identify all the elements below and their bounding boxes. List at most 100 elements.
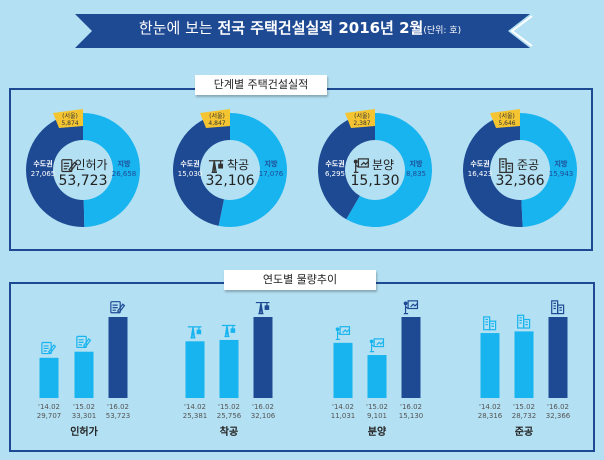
seoul-tag — [490, 109, 520, 128]
group-label: 분양 — [368, 426, 387, 438]
bar-category-label: '14.02 — [38, 403, 60, 411]
capital-value: 27,065 — [31, 170, 56, 178]
bar-value-label: 53,723 — [106, 412, 131, 420]
region-label: 지방 — [118, 159, 131, 168]
seoul-label: (서울) — [62, 112, 78, 120]
bar-category-label: '16.02 — [400, 403, 422, 411]
seoul-tag — [345, 109, 375, 128]
crane-icon — [221, 324, 236, 338]
presentation-board-icon — [353, 158, 369, 174]
bar — [514, 331, 534, 398]
seoul-label: (서울) — [499, 112, 515, 120]
page-title: 한눈에 보는 전국 주택건설실적 2016년 2월(단위: 호) — [138, 19, 462, 37]
donut-segment-capital — [173, 113, 230, 226]
seoul-tag — [200, 109, 230, 128]
donut-segment-region — [346, 113, 432, 227]
seoul-tag — [53, 109, 83, 128]
capital-label: 수도권 — [180, 159, 199, 168]
bar-value-label: 9,101 — [367, 412, 387, 420]
donut-segment-capital — [462, 113, 523, 227]
bar-category-label: '16.02 — [547, 403, 569, 411]
donut-segment-capital — [25, 112, 85, 228]
bar — [401, 317, 421, 398]
bar-value-label: 25,756 — [217, 412, 242, 420]
bar-value-label: 32,106 — [251, 412, 276, 420]
bar — [185, 341, 205, 398]
bar — [74, 351, 94, 398]
bar-category-label: '16.02 — [252, 403, 274, 411]
region-value: 15,943 — [549, 170, 574, 178]
building-icon — [551, 300, 565, 315]
capital-value: 15,030 — [178, 170, 203, 178]
seoul-label: (서울) — [354, 112, 370, 120]
bar-value-label: 33,301 — [72, 412, 97, 420]
bar-value-label: 15,130 — [399, 412, 424, 420]
seoul-value: 5,874 — [61, 120, 78, 127]
capital-value: 6,295 — [325, 170, 345, 178]
bar-category-label: '16.02 — [107, 403, 129, 411]
donut-stage-name: 준공 — [517, 158, 539, 172]
donut-total: 32,106 — [206, 173, 255, 189]
group-label: 준공 — [515, 426, 533, 438]
bar-category-label: '14.02 — [184, 403, 206, 411]
document-pen-icon — [110, 301, 126, 314]
bar-value-label: 25,381 — [183, 412, 208, 420]
document-pen-icon — [41, 341, 57, 355]
trend-section-label: 연도별 물량추이 — [224, 270, 376, 290]
title-banner — [75, 14, 533, 48]
stage-section-label: 단계별 주택건설실적 — [195, 75, 327, 95]
building-icon — [517, 314, 531, 329]
region-value: 17,076 — [259, 170, 284, 178]
capital-label: 수도권 — [325, 159, 344, 168]
bar-category-label: '14.02 — [479, 403, 501, 411]
bar-value-label: 28,732 — [512, 412, 537, 420]
bar-value-label: 32,366 — [546, 412, 571, 420]
capital-value: 16,423 — [468, 170, 493, 178]
bar — [108, 317, 128, 398]
group-label: 착공 — [220, 425, 238, 438]
bar-category-label: '15.02 — [73, 403, 95, 411]
capital-label: 수도권 — [470, 159, 489, 168]
bar — [480, 333, 500, 398]
bar-category-label: '14.02 — [332, 403, 354, 411]
document-pen-icon — [76, 335, 92, 349]
region-value: 26,658 — [112, 170, 137, 178]
document-pen-icon — [61, 159, 78, 173]
crane-icon — [255, 301, 270, 315]
seoul-value: 2,387 — [353, 120, 370, 127]
presentation-board-icon — [403, 300, 419, 315]
donut-segment-region — [520, 113, 577, 227]
bar-value-label: 29,707 — [37, 412, 62, 420]
donut-segment-region — [218, 112, 288, 227]
bar-value-label: 28,316 — [478, 412, 503, 420]
seoul-value: 5,646 — [498, 120, 515, 127]
donut-segment-region — [83, 113, 140, 227]
building-icon — [483, 316, 497, 331]
donut-stage-name: 인허가 — [74, 158, 107, 172]
crane-icon — [208, 160, 224, 174]
seoul-value: 4,847 — [208, 120, 225, 127]
crane-icon — [187, 326, 202, 339]
bar-value-label: 11,031 — [331, 412, 356, 420]
donut-stage-name: 분양 — [372, 158, 394, 172]
bar-category-label: '15.02 — [366, 403, 388, 411]
region-label: 지방 — [265, 159, 278, 168]
donut-total: 32,366 — [496, 173, 545, 189]
building-icon — [499, 158, 514, 174]
capital-label: 수도권 — [33, 159, 52, 168]
bar-category-label: '15.02 — [218, 403, 240, 411]
donut-total: 15,130 — [351, 173, 400, 189]
bar — [219, 339, 239, 398]
seoul-label: (서울) — [209, 112, 225, 120]
presentation-board-icon — [369, 338, 385, 353]
region-label: 지방 — [410, 159, 423, 168]
donut-total: 53,723 — [59, 173, 108, 189]
donut-stage-name: 착공 — [227, 158, 249, 172]
bar — [39, 357, 59, 398]
group-label: 인허가 — [70, 425, 98, 438]
region-value: 8,835 — [406, 170, 426, 178]
region-label: 지방 — [555, 159, 568, 168]
bar — [548, 317, 568, 398]
donut-segment-capital — [317, 113, 375, 220]
